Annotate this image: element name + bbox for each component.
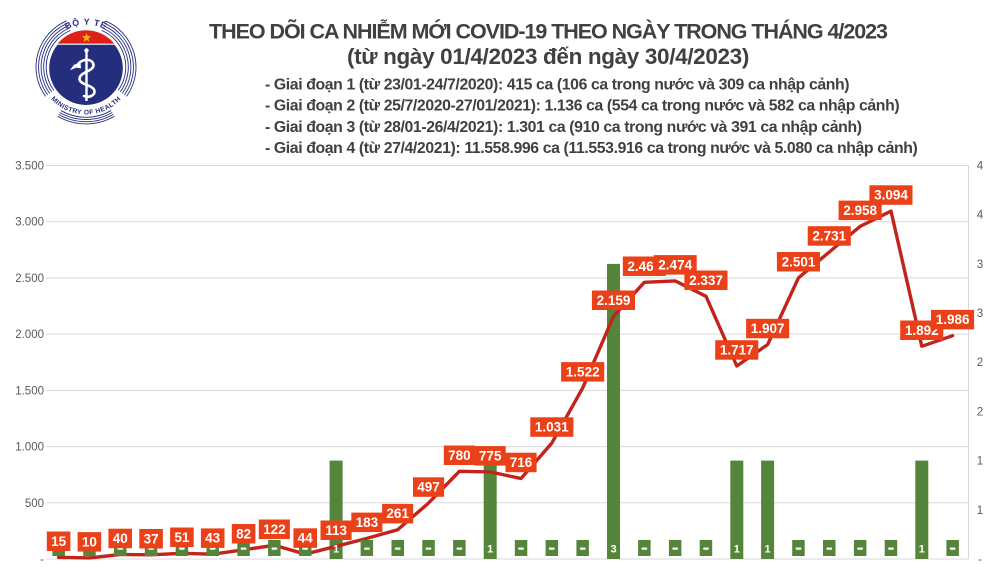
svg-text:1: 1 — [765, 544, 771, 556]
svg-text:1.000: 1.000 — [15, 442, 44, 454]
svg-text:(từ ngày 01/4/2023 đến ngày 30: (từ ngày 01/4/2023 đến ngày 30/4/2023) — [347, 44, 749, 69]
svg-text:1: 1 — [487, 544, 493, 556]
svg-text:1.892: 1.892 — [905, 323, 939, 338]
svg-text:2: 2 — [977, 406, 983, 418]
svg-text:40: 40 — [113, 531, 128, 546]
svg-text:183: 183 — [356, 515, 379, 530]
svg-text:2.501: 2.501 — [782, 254, 816, 269]
svg-text:780: 780 — [448, 448, 471, 463]
svg-text:4: 4 — [977, 161, 984, 173]
svg-text:44: 44 — [298, 531, 314, 546]
svg-text:37: 37 — [144, 531, 159, 546]
svg-text:-: - — [40, 554, 44, 562]
svg-text:775: 775 — [479, 448, 502, 463]
svg-text:1.986: 1.986 — [936, 312, 970, 327]
svg-text:2.337: 2.337 — [689, 273, 723, 288]
svg-text:1.717: 1.717 — [720, 343, 754, 358]
svg-text:497: 497 — [417, 480, 440, 495]
svg-text:2: 2 — [977, 357, 983, 369]
svg-text:1: 1 — [919, 544, 925, 556]
svg-text:- Giai đoạn 1 (từ 23/01-24/7/2: - Giai đoạn 1 (từ 23/01-24/7/2020): 415 … — [265, 77, 849, 94]
svg-text:-: - — [978, 554, 982, 562]
svg-text:113: 113 — [325, 523, 347, 538]
svg-text:261: 261 — [386, 506, 409, 521]
svg-text:BỘ Y TẾ: BỘ Y TẾ — [63, 16, 109, 31]
svg-text:3.000: 3.000 — [15, 217, 44, 229]
svg-text:THEO DÕI CA NHIỄM MỚI COVID-19: THEO DÕI CA NHIỄM MỚI COVID-19 THEO NGÀY… — [209, 18, 888, 44]
svg-text:2.159: 2.159 — [597, 293, 631, 308]
svg-text:4: 4 — [977, 210, 984, 222]
svg-text:1: 1 — [977, 505, 983, 517]
svg-text:1.907: 1.907 — [751, 321, 785, 336]
svg-text:3: 3 — [977, 308, 983, 320]
svg-text:1.522: 1.522 — [566, 364, 600, 379]
svg-text:43: 43 — [205, 531, 221, 546]
svg-text:3.094: 3.094 — [874, 188, 908, 203]
svg-text:- Giai đoạn 3 (từ 28/01-26/4/2: - Giai đoạn 3 (từ 28/01-26/4/2021): 1.30… — [265, 119, 862, 136]
svg-text:3: 3 — [610, 544, 616, 556]
svg-text:3.500: 3.500 — [15, 161, 44, 173]
svg-text:2.958: 2.958 — [843, 203, 877, 218]
svg-text:1: 1 — [977, 456, 983, 468]
svg-text:500: 500 — [25, 498, 44, 510]
svg-text:2.000: 2.000 — [15, 329, 44, 341]
svg-text:- Giai đoạn 2 (từ 25/7/2020-27: - Giai đoạn 2 (từ 25/7/2020-27/01/2021):… — [265, 98, 899, 115]
svg-text:- Giai đoạn 4 (từ 27/4/2021):: - Giai đoạn 4 (từ 27/4/2021): 11.558.996… — [265, 140, 918, 157]
svg-text:2.731: 2.731 — [812, 229, 846, 244]
svg-text:51: 51 — [174, 530, 190, 545]
svg-text:1: 1 — [333, 544, 339, 556]
svg-text:82: 82 — [236, 526, 251, 541]
svg-text:1: 1 — [734, 544, 740, 556]
svg-text:3: 3 — [977, 259, 983, 271]
svg-text:122: 122 — [263, 522, 286, 537]
svg-text:1.500: 1.500 — [15, 385, 44, 397]
svg-text:716: 716 — [510, 455, 533, 470]
svg-text:15: 15 — [51, 534, 67, 549]
svg-text:10: 10 — [82, 534, 97, 549]
svg-text:1.031: 1.031 — [535, 420, 569, 435]
svg-text:2.500: 2.500 — [15, 273, 44, 285]
svg-text:2.474: 2.474 — [658, 257, 692, 272]
svg-text:2.461: 2.461 — [627, 259, 661, 274]
